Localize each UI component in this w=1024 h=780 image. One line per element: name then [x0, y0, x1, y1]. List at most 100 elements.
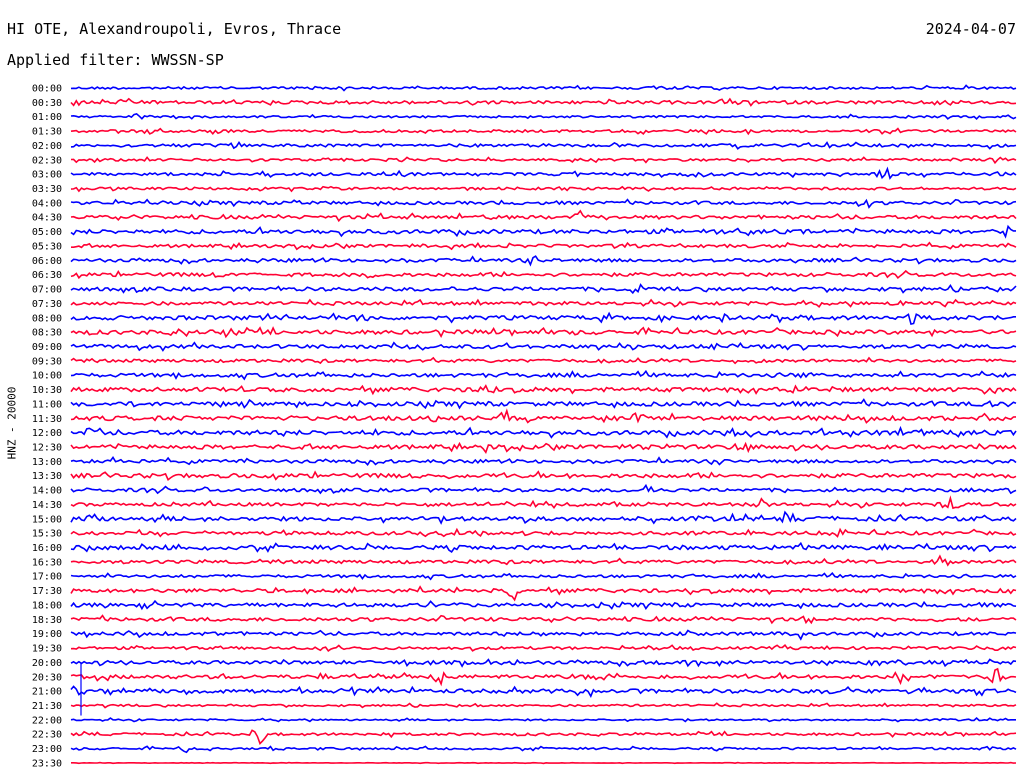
seismic-trace: [70, 156, 1017, 165]
time-tick-label: 11:00: [32, 399, 62, 410]
time-tick-label: 23:30: [32, 758, 62, 769]
seismic-trace: [70, 283, 1017, 295]
seismic-trace: [70, 599, 1017, 611]
time-tick-label: 19:00: [32, 629, 62, 640]
time-tick-label: 00:30: [32, 98, 62, 109]
seismic-trace: [70, 311, 1016, 326]
seismic-trace: [70, 554, 1017, 567]
seismic-trace: [70, 729, 1017, 745]
seismic-trace: [70, 326, 1017, 339]
seismic-trace: [70, 425, 1017, 439]
seismic-trace: [70, 470, 1017, 481]
seismic-trace: [71, 241, 1017, 251]
time-tick-label: 12:00: [32, 428, 62, 439]
time-tick-label: 12:30: [32, 443, 62, 454]
seismic-trace: [70, 658, 1017, 668]
time-tick-label: 15:30: [32, 529, 62, 540]
time-tick-label: 10:00: [32, 371, 62, 382]
time-tick-label: 02:00: [32, 141, 62, 152]
seismic-trace: [70, 209, 1017, 223]
record-date: 2024-04-07: [925, 20, 1016, 38]
time-tick-label: 20:00: [32, 658, 62, 669]
seismic-trace: [70, 644, 1017, 653]
seismic-trace: [70, 341, 1017, 352]
time-tick-label: 17:00: [32, 572, 62, 583]
time-tick-label: 21:00: [32, 687, 62, 698]
seismic-trace: [70, 667, 1017, 687]
time-tick-label: 17:30: [32, 586, 62, 597]
seismic-trace: [70, 455, 1017, 466]
seismic-trace: [70, 398, 1017, 410]
time-tick-label: 05:00: [32, 227, 62, 238]
time-tick-label: 08:00: [32, 313, 62, 324]
time-tick-label: 14:00: [32, 486, 62, 497]
time-tick-label: 03:30: [32, 184, 62, 195]
time-tick-label: 03:00: [32, 170, 62, 181]
seismic-trace: [70, 527, 1017, 538]
time-tick-label: 18:30: [32, 615, 62, 626]
time-tick-label: 16:30: [32, 557, 62, 568]
seismic-trace: [70, 356, 1017, 365]
seismic-trace: [71, 761, 1017, 765]
time-tick-label: 13:30: [32, 471, 62, 482]
time-tick-label: 04:00: [32, 198, 62, 209]
seismic-trace: [70, 408, 1017, 424]
seismic-trace: [70, 127, 1017, 136]
seismic-trace: [70, 745, 1017, 754]
time-tick-label: 08:30: [32, 328, 62, 339]
filter-label: Applied filter: WWSSN-SP: [7, 51, 224, 69]
seismic-trace: [70, 495, 1017, 510]
time-tick-label: 01:00: [32, 112, 62, 123]
seismic-trace: [70, 629, 1017, 641]
time-tick-label: 01:30: [32, 127, 62, 138]
time-tick-label: 14:30: [32, 500, 62, 511]
time-tick-label: 06:30: [32, 270, 62, 281]
time-tick-label: 06:00: [32, 256, 62, 267]
time-tick-label: 11:30: [32, 414, 62, 425]
time-tick-label: 21:30: [32, 701, 62, 712]
time-tick-label: 02:30: [32, 155, 62, 166]
time-tick-label: 05:30: [32, 241, 62, 252]
time-tick-label: 04:30: [32, 213, 62, 224]
time-tick-label: 09:00: [32, 342, 62, 353]
seismic-trace: [70, 614, 1017, 625]
time-tick-label: 23:00: [32, 744, 62, 755]
seismic-trace: [70, 255, 1017, 267]
time-tick-label: 00:00: [32, 84, 62, 95]
seismic-trace: [70, 717, 1016, 723]
seismic-trace: [70, 185, 1017, 193]
seismic-trace: [70, 510, 1017, 525]
time-tick-label: 16:00: [32, 543, 62, 554]
seismic-trace: [70, 166, 1017, 180]
time-tick-label: 07:30: [32, 299, 62, 310]
seismic-trace: [70, 384, 1017, 396]
time-tick-label: 22:00: [32, 715, 62, 726]
seismic-trace: [70, 685, 1017, 699]
time-tick-label: 13:00: [32, 457, 62, 468]
seismic-trace: [70, 84, 1017, 92]
time-tick-label: 18:00: [32, 600, 62, 611]
time-tick-label: 07:00: [32, 285, 62, 296]
time-tick-label: 19:30: [32, 644, 62, 655]
seismic-trace: [70, 572, 1017, 581]
seismic-trace: [70, 224, 1016, 239]
seismic-trace: [70, 113, 1017, 121]
time-tick-label: 20:30: [32, 672, 62, 683]
seismic-trace: [70, 483, 1017, 495]
time-tick-label: 10:30: [32, 385, 62, 396]
seismic-trace: [70, 298, 1017, 308]
seismic-trace: [70, 369, 1017, 381]
seismic-trace: [70, 541, 1017, 553]
time-tick-label: 15:00: [32, 514, 62, 525]
seismic-trace: [70, 441, 1017, 454]
seismic-trace: [70, 198, 1017, 209]
seismic-trace: [70, 702, 1017, 709]
station-title: HI OTE, Alexandroupoli, Evros, Thrace: [7, 20, 342, 38]
seismic-trace: [70, 269, 1017, 280]
seismic-trace: [70, 585, 1017, 602]
seismic-trace: [70, 97, 1017, 107]
time-tick-label: 09:30: [32, 356, 62, 367]
seismic-trace: [70, 141, 1017, 150]
